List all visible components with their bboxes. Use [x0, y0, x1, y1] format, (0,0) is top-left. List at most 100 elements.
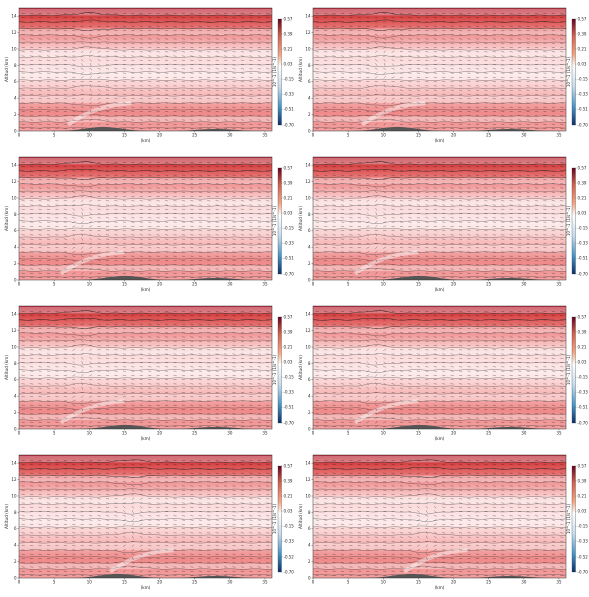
contour-line [18, 263, 273, 266]
wind-arrow [357, 64, 361, 66]
wind-arrow [357, 387, 361, 389]
contour-line [312, 220, 567, 224]
wind-arrow [105, 357, 110, 359]
wind-arrow [391, 47, 395, 49]
colorbar-tick-label: -0.51 [578, 255, 589, 260]
colorbar-tick-label: -0.33 [284, 389, 295, 394]
contour-line [312, 183, 567, 188]
wind-arrow [97, 187, 101, 189]
plot-frame [312, 156, 567, 281]
wind-arrow [383, 425, 387, 428]
wind-arrow [408, 89, 412, 91]
wind-arrow [97, 208, 101, 210]
x-tick-label: 10 [87, 431, 93, 436]
wind-arrow [391, 408, 395, 411]
wind-arrow [374, 174, 378, 176]
contour-line [312, 263, 567, 266]
wind-arrow [63, 361, 67, 364]
wind-arrow [383, 76, 386, 79]
contour-line [312, 325, 567, 329]
y-tick-label: 4 [14, 394, 17, 399]
colorbar-tick-label: -0.51 [284, 106, 295, 111]
y-tick-label: 2 [14, 261, 17, 266]
y-tick-label: 8 [308, 63, 311, 68]
wind-arrow [55, 238, 59, 240]
contour-line [312, 34, 567, 39]
contour-line [18, 417, 273, 421]
wind-arrow [72, 212, 76, 215]
wind-arrow [366, 59, 370, 61]
wind-arrow [72, 332, 76, 334]
y-tick-label: 6 [308, 228, 311, 233]
wind-arrow [63, 191, 67, 193]
wind-arrow [366, 395, 370, 398]
wind-arrow [366, 217, 370, 219]
wind-arrow [81, 63, 84, 66]
wind-arrow [89, 217, 93, 219]
colorbar-tick-label: 0.03 [284, 359, 293, 364]
x-tick-label: 25 [192, 282, 198, 287]
wind-arrow [72, 85, 76, 87]
wind-arrow [89, 212, 92, 215]
wind-arrow [399, 89, 404, 91]
wind-arrow [89, 251, 93, 253]
wind-arrow [55, 161, 59, 163]
wind-arrow [375, 110, 378, 113]
wind-arrow [81, 110, 84, 113]
wind-arrow [80, 204, 84, 206]
contour-line [312, 383, 567, 387]
wind-vectors [21, 161, 270, 279]
wind-arrow [366, 263, 370, 266]
wind-arrow [81, 382, 84, 386]
wind-arrow [375, 382, 378, 386]
wind-arrow [81, 233, 84, 237]
wind-arrow [105, 260, 110, 261]
wind-arrow [374, 217, 378, 219]
wind-arrow [383, 212, 386, 215]
plot-frame [312, 7, 567, 132]
wind-arrow [399, 12, 404, 14]
wind-arrow [89, 425, 93, 428]
contour-band [19, 177, 272, 185]
wind-arrow [366, 382, 370, 386]
wind-arrow [374, 42, 378, 45]
contour-line [312, 361, 567, 366]
x-tick-label: 25 [192, 431, 198, 436]
wind-arrow [80, 42, 84, 45]
field-background [313, 157, 566, 280]
terrain [313, 126, 566, 131]
wind-arrow [63, 68, 67, 70]
wind-arrow [399, 383, 404, 385]
wind-arrow [383, 208, 387, 211]
wind-arrow [374, 76, 378, 79]
wind-arrow [89, 237, 92, 241]
wind-arrow [357, 85, 361, 87]
wind-arrow [55, 260, 59, 261]
colorbar-tick-label: -0.33 [284, 91, 295, 96]
y-tick-label: 2 [308, 112, 311, 117]
wind-arrow [349, 191, 353, 193]
wind-arrow [80, 76, 84, 79]
wind-arrow [383, 12, 387, 15]
wind-arrow [366, 221, 370, 223]
wind-arrow [391, 383, 395, 385]
wind-arrow [80, 353, 84, 355]
wind-arrow [63, 111, 67, 112]
wind-arrow [105, 115, 110, 117]
x-tick-label: 15 [122, 282, 128, 287]
wind-arrow [366, 208, 370, 211]
wind-arrow [366, 183, 370, 185]
contour-line [312, 392, 567, 395]
colorbar [571, 18, 576, 126]
colorbar-tick-label: -0.15 [284, 374, 295, 379]
wind-arrow [97, 361, 101, 364]
wind-arrow [391, 161, 395, 163]
wind-arrow [97, 259, 101, 262]
wind-arrow [399, 234, 404, 236]
x-tick-label: 30 [227, 431, 233, 436]
wind-arrow [97, 357, 101, 359]
wind-arrow [357, 212, 361, 215]
wind-arrow [357, 115, 361, 117]
contour-line [312, 310, 567, 315]
wind-arrow [383, 38, 387, 40]
